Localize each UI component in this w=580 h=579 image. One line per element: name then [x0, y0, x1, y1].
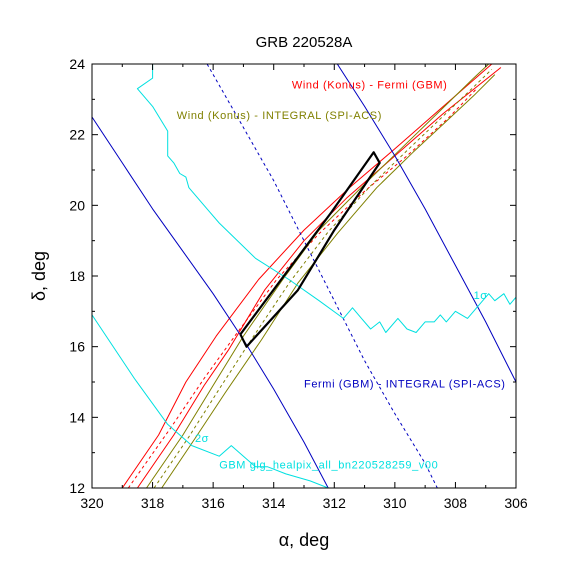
y-tick-label: 12 — [69, 480, 85, 496]
y-tick-label: 22 — [69, 127, 85, 143]
chart-title: GRB 220528A — [256, 34, 353, 51]
series-line-fi-left — [92, 116, 329, 488]
series-line-fi-right — [336, 64, 516, 383]
series-line-fi-center — [206, 64, 438, 488]
x-tick-label: 316 — [201, 495, 225, 511]
series-line-ki-outer-right — [161, 74, 496, 488]
y-tick-label: 16 — [69, 339, 85, 355]
x-tick-label: 318 — [141, 495, 165, 511]
series-line-ki-outer-left — [146, 64, 490, 488]
series-line-gbm-1sigma — [134, 64, 516, 333]
series-line-kf-outer-right — [136, 67, 502, 488]
y-tick-label: 18 — [69, 268, 85, 284]
series-line-gbm-2sigma — [92, 314, 329, 488]
series-line-localization-box — [239, 151, 381, 348]
annotation-one-sigma: 1σ — [474, 290, 488, 302]
x-tick-label: 312 — [323, 495, 347, 511]
x-tick-label: 310 — [383, 495, 407, 511]
annotation-gbm: GBM glg_healpix_all_bn220528259_v00 — [219, 460, 438, 472]
annotation-ki: Wind (Konus) - INTEGRAL (SPI-ACS) — [177, 110, 382, 122]
x-tick-label: 306 — [504, 495, 528, 511]
y-tick-label: 14 — [69, 409, 85, 425]
series-line-kf-outer-left — [121, 64, 493, 488]
series-line-ki-center — [153, 68, 493, 488]
x-axis-label: α, deg — [279, 530, 329, 550]
annotation-kf: Wind (Konus) - Fermi (GBM) — [292, 80, 448, 92]
series-line-kf-center — [127, 88, 477, 488]
annotation-fi: Fermi (GBM) - INTEGRAL (SPI-ACS) — [304, 378, 506, 390]
annotation-layer: Wind (Konus) - Fermi (GBM) Wind (Konus) -… — [177, 80, 506, 472]
x-tick-label: 314 — [262, 495, 286, 511]
x-tick-label: 320 — [80, 495, 104, 511]
tick-layer: 320 318 316 314 312 310 308 306 12 14 16 18 20 22 24 — [69, 56, 527, 511]
y-tick-label: 20 — [69, 197, 85, 213]
annotation-two-sigma: 2σ — [195, 433, 209, 445]
x-tick-label: 308 — [444, 495, 468, 511]
y-axis-label: δ, deg — [29, 251, 49, 301]
series-layer — [92, 64, 516, 488]
y-tick-label: 24 — [69, 56, 85, 72]
